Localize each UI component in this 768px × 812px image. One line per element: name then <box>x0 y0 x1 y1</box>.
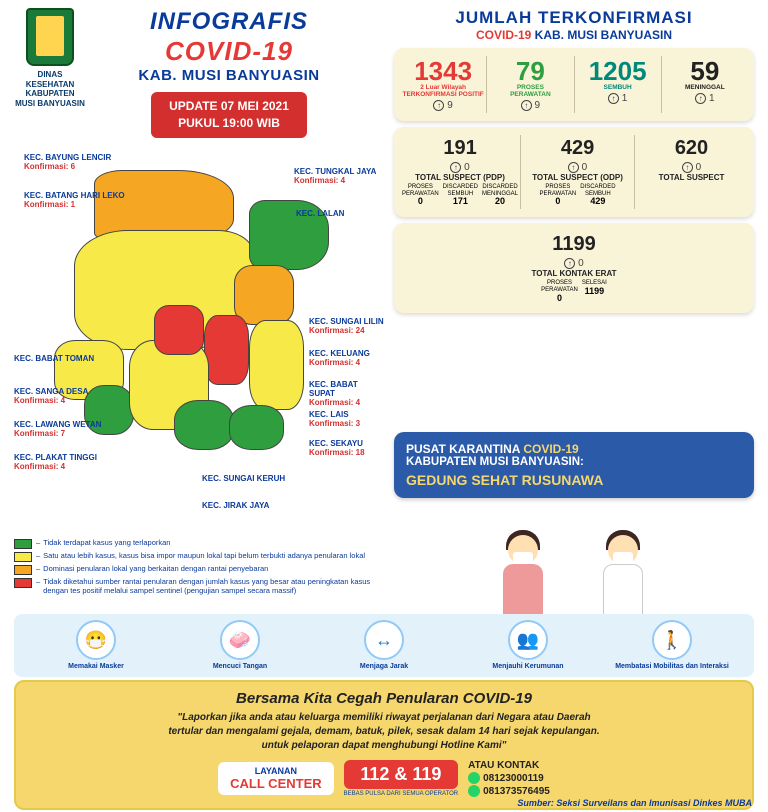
protocol-icon: 🧼 <box>220 620 260 660</box>
map-district-label: KEC. LAISKonfirmasi: 3 <box>309 411 360 429</box>
stats-panel: JUMLAH TERKONFIRMASI COVID-19 KAB. MUSI … <box>394 8 754 313</box>
protocol-icon: ↔ <box>364 620 404 660</box>
protocol-icon: 😷 <box>76 620 116 660</box>
suspect-stat-cell: 429 ↑ 0 TOTAL SUSPECT (ODP) PROSESPERAWA… <box>521 135 635 209</box>
hotline-row: LAYANAN CALL CENTER 112 & 119 BEBAS PULS… <box>30 759 738 798</box>
banner-text: "Laporkan jika anda atau keluarga memili… <box>30 711 738 753</box>
legend-item: –Tidak diketahui sumber rantai penularan… <box>14 577 384 595</box>
quarantine-banner: PUSAT KARANTINA COVID-19 KABUPATEN MUSI … <box>394 432 754 498</box>
main-stat-cell: 1205 SEMBUH ↑ 1 <box>575 56 662 113</box>
bottom-banner: Bersama Kita Cegah Penularan COVID-19 "L… <box>14 680 754 810</box>
update-date: UPDATE 07 MEI 2021 <box>169 98 289 115</box>
protocol-icon: 🚶 <box>652 620 692 660</box>
regency-logo-icon <box>26 8 74 66</box>
map-district-label: KEC. BABAT SUPATKonfirmasi: 4 <box>309 381 384 407</box>
protocol-item: 🧼Mencuci Tangan <box>180 620 300 671</box>
legend-item: –Satu atau lebih kasus, kasus bisa impor… <box>14 551 384 562</box>
map-district-label: KEC. TUNGKAL JAYAKonfirmasi: 4 <box>294 168 376 186</box>
title-covid19: COVID-19 <box>94 36 364 67</box>
main-stat-cell: 59 MENINGGAL ↑ 1 <box>662 56 748 113</box>
protocol-item: 🚶Membatasi Mobilitas dan Interaksi <box>612 620 732 671</box>
org-name: DINAS KESEHATANKABUPATENMUSI BANYUASIN <box>14 70 86 108</box>
whatsapp-icon <box>468 785 480 797</box>
map-district-label: KEC. SUNGAI LILINKonfirmasi: 24 <box>309 318 384 336</box>
map-legend: –Tidak terdapat kasus yang terlaporkan –S… <box>14 538 384 597</box>
whatsapp-icon <box>468 772 480 784</box>
call-center-box: LAYANAN CALL CENTER <box>218 762 333 795</box>
district-map <box>54 170 334 460</box>
kontak-cell: 1199 ↑ 0 TOTAL KONTAK ERAT PROSESPERAWAT… <box>400 231 748 305</box>
map-district-label: KEC. SANGA DESAKonfirmasi: 4 <box>14 388 88 406</box>
title-block: INFOGRAFIS COVID-19 KAB. MUSI BANYUASIN … <box>94 8 364 138</box>
main-stat-cell: 1343 2 Luar WilayahTERKONFIRMASI POSITIF… <box>400 56 487 113</box>
map-district-label: KEC. SEKAYUKonfirmasi: 18 <box>309 440 365 458</box>
map-area: KEC. BAYUNG LENCIRKonfirmasi: 6 KEC. BATA… <box>14 150 384 520</box>
logo-block: DINAS KESEHATANKABUPATENMUSI BANYUASIN <box>14 8 86 108</box>
title-infografis: INFOGRAFIS <box>94 8 364 36</box>
header-left: DINAS KESEHATANKABUPATENMUSI BANYUASIN I… <box>14 8 364 138</box>
update-time: PUKUL 19:00 WIB <box>169 115 289 132</box>
whatsapp-contacts: ATAU KONTAK 08123000119 081373576495 <box>468 759 550 798</box>
stats-title: JUMLAH TERKONFIRMASI <box>394 8 754 28</box>
infographic-page: DINAS KESEHATANKABUPATENMUSI BANYUASIN I… <box>0 0 768 812</box>
map-district-label: KEC. JIRAK JAYA <box>202 502 269 511</box>
protocol-item: 👥Menjauhi Kerumunan <box>468 620 588 671</box>
stats-subtitle: COVID-19 KAB. MUSI BANYUASIN <box>394 28 754 42</box>
main-stat-cell: 79 PROSESPERAWATAN ↑ 9 <box>487 56 574 113</box>
legend-item: –Dominasi penularan lokal yang berkaitan… <box>14 564 384 575</box>
banner-title: Bersama Kita Cegah Penularan COVID-19 <box>30 690 738 707</box>
protocol-icon: 👥 <box>508 620 548 660</box>
title-kab: KAB. MUSI BANYUASIN <box>94 67 364 84</box>
map-district-label: KEC. BABAT TOMAN <box>14 355 94 364</box>
suspect-stats-box: 191 ↑ 0 TOTAL SUSPECT (PDP) PROSESPERAWA… <box>394 127 754 217</box>
protocol-item: ↔Menjaga Jarak <box>324 620 444 671</box>
suspect-stat-cell: 191 ↑ 0 TOTAL SUSPECT (PDP) PROSESPERAWA… <box>400 135 521 209</box>
map-district-label: KEC. LALAN <box>296 210 344 219</box>
map-district-label: KEC. SUNGAI KERUH <box>202 475 285 484</box>
kontak-stats-box: 1199 ↑ 0 TOTAL KONTAK ERAT PROSESPERAWAT… <box>394 223 754 313</box>
legend-item: –Tidak terdapat kasus yang terlaporkan <box>14 538 384 549</box>
map-district-label: KEC. PLAKAT TINGGIKonfirmasi: 4 <box>14 454 97 472</box>
map-district-label: KEC. LAWANG WETANKonfirmasi: 7 <box>14 421 101 439</box>
map-district-label: KEC. BATANG HARI LEKOKonfirmasi: 1 <box>24 192 125 210</box>
protocol-row: 😷Memakai Masker 🧼Mencuci Tangan ↔Menjaga J… <box>14 614 754 677</box>
map-district-label: KEC. BAYUNG LENCIRKonfirmasi: 6 <box>24 154 111 172</box>
protocol-item: 😷Memakai Masker <box>36 620 156 671</box>
source-credit: Sumber: Seksi Surveilans dan Imunisasi D… <box>517 798 752 808</box>
update-badge: UPDATE 07 MEI 2021 PUKUL 19:00 WIB <box>151 92 307 138</box>
map-district-label: KEC. KELUANGKonfirmasi: 4 <box>309 350 370 368</box>
suspect-stat-cell: 620 ↑ 0 TOTAL SUSPECT <box>635 135 748 209</box>
hotline-numbers: 112 & 119 BEBAS PULSA DARI SEMUA OPERATO… <box>344 760 458 797</box>
main-stats-box: 1343 2 Luar WilayahTERKONFIRMASI POSITIF… <box>394 48 754 121</box>
